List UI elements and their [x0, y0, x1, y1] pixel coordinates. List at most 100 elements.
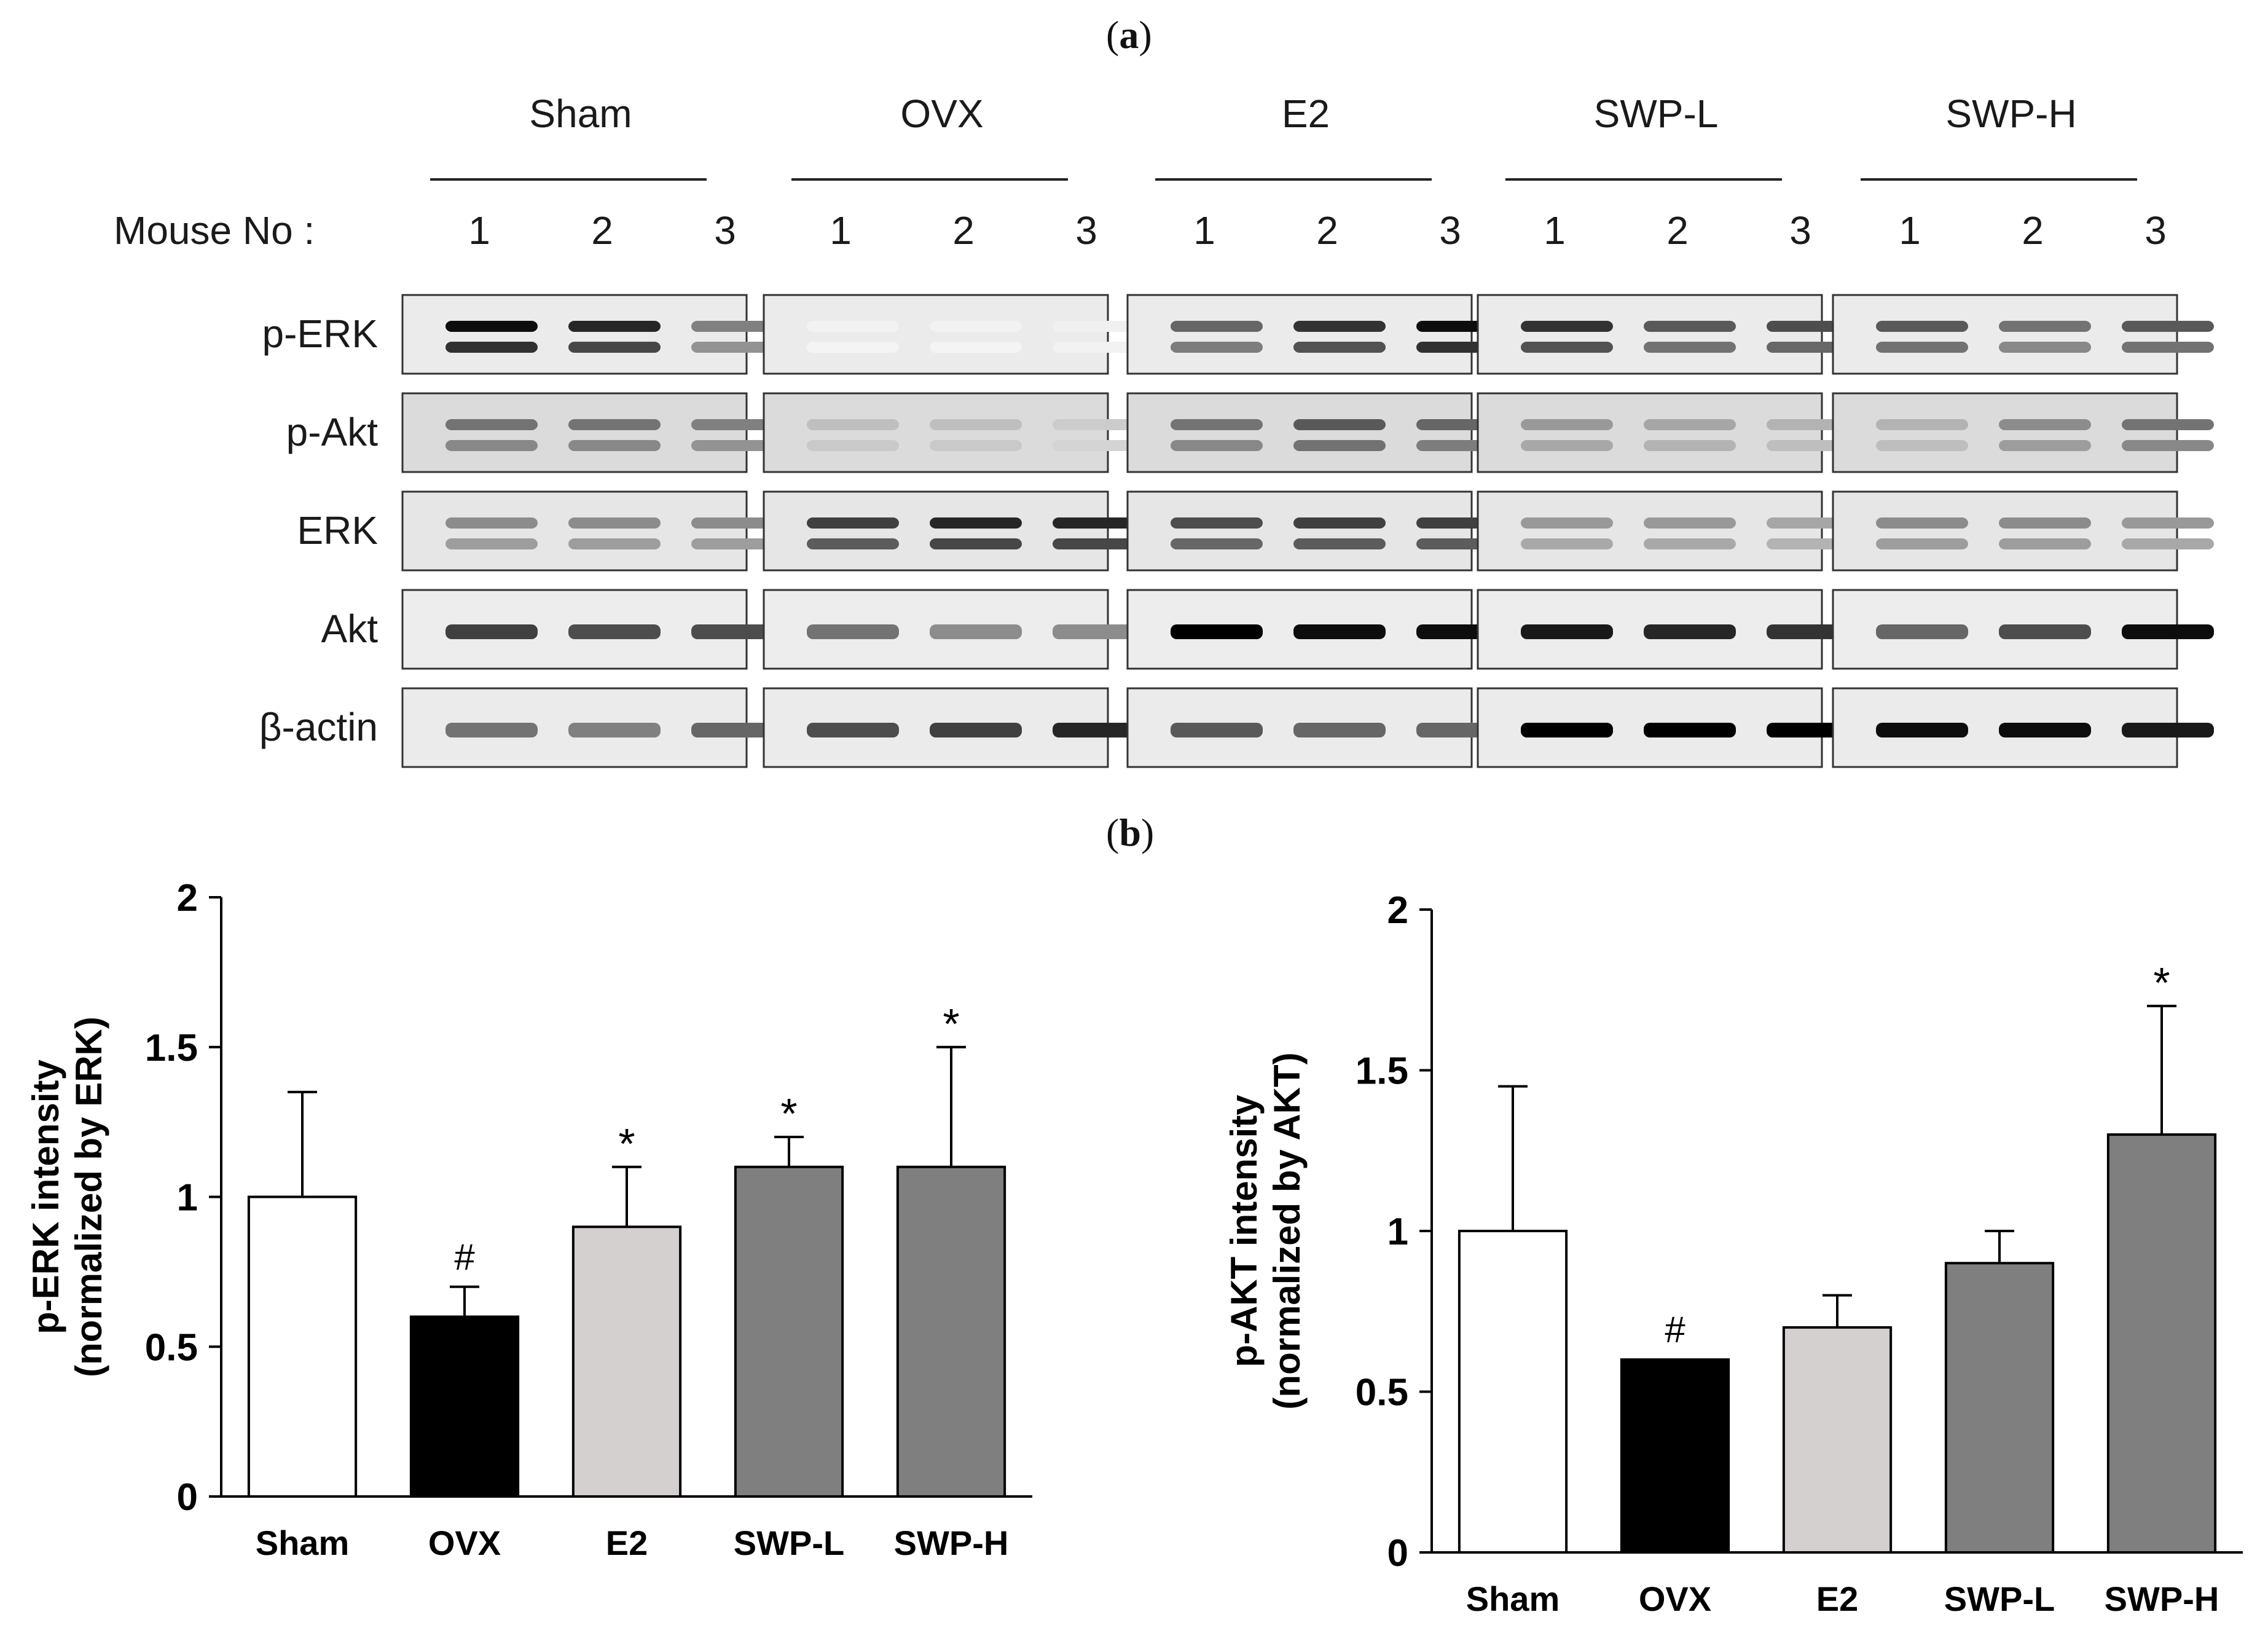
blot-band [2122, 440, 2214, 451]
blot-band [568, 321, 661, 332]
blot-band [1644, 440, 1736, 451]
group-label-swp-l: SWP-L [1593, 92, 1719, 136]
blot-band [691, 517, 783, 529]
blot-band [2122, 342, 2214, 353]
x-tick-label: SWP-L [1944, 1579, 2055, 1618]
blot-band [807, 342, 899, 353]
lane-number: 3 [1789, 208, 1811, 253]
lane-number: 3 [1439, 208, 1461, 253]
x-tick-label: Sham [256, 1524, 350, 1562]
blot-band [1876, 419, 1968, 430]
group-underline [430, 178, 707, 181]
blot-band [807, 624, 899, 639]
blot-band [568, 624, 661, 639]
perk-bar-chart: 0 0.5 1 1.5 2 p-ERK intensity (normalized by E… [25, 877, 1032, 1562]
blot-band [1053, 419, 1145, 430]
y-tick-label: 1 [1387, 1211, 1408, 1253]
blot-box [401, 392, 748, 473]
group-underline [1155, 178, 1432, 181]
blot-band [1171, 723, 1263, 737]
blot-box [1477, 294, 1823, 375]
bar-sham [247, 1195, 358, 1498]
blot-box [1477, 392, 1823, 473]
blot-band [691, 538, 783, 549]
blot-band [930, 723, 1022, 737]
blot-band [930, 342, 1022, 353]
bar-ovx [409, 1315, 520, 1498]
y-tick-label: 1 [177, 1177, 198, 1219]
blot-band [930, 517, 1022, 529]
blot-band [1171, 517, 1263, 529]
group-label-swp-h: SWP-H [1945, 92, 2077, 136]
x-tick-label: SWP-L [734, 1524, 844, 1562]
blot-band [1876, 723, 1968, 737]
blot-band [1521, 517, 1613, 529]
blot-band [445, 419, 538, 430]
lane-number: 3 [2144, 208, 2167, 253]
blot-band [1293, 440, 1386, 451]
blot-box [763, 294, 1109, 375]
y-tick-label: 1.5 [1356, 1050, 1408, 1093]
blot-band [1521, 419, 1613, 430]
lane-number: 1 [1544, 208, 1566, 253]
blot-band [930, 624, 1022, 639]
lane-number: 1 [1193, 208, 1215, 253]
y-axis-title: p-AKT intensity [1223, 1095, 1265, 1367]
blot-band [2122, 321, 2214, 332]
y-tick-label: 2 [1387, 889, 1408, 932]
significance-marker: * [618, 1120, 635, 1168]
blot-band [1293, 538, 1386, 549]
bar-sham [1458, 1230, 1568, 1554]
blot-band [1053, 321, 1145, 332]
blot-band [691, 723, 783, 737]
blot-band [1053, 538, 1145, 549]
blot-band [1053, 342, 1145, 353]
group-underline [1861, 178, 2137, 181]
blot-band [1999, 723, 2091, 737]
blot-box [401, 294, 748, 375]
blot-band [2122, 517, 2214, 529]
blot-band [1644, 342, 1736, 353]
lane-number: 1 [830, 208, 852, 253]
blot-band [445, 517, 538, 529]
blot-band [1171, 538, 1263, 549]
blot-band [1171, 440, 1263, 451]
blot-band [1999, 321, 2091, 332]
blot-band [807, 517, 899, 529]
blot-band [2122, 624, 2214, 639]
panel-b-label: (b) [1106, 811, 1155, 854]
blot-box [1832, 392, 2178, 473]
x-tick-label: SWP-H [2105, 1579, 2219, 1618]
blot-band [445, 723, 538, 737]
row-label-p-akt: p-Akt [286, 410, 378, 454]
blot-band [568, 419, 661, 430]
blot-band [445, 321, 538, 332]
group-label-e2: E2 [1281, 92, 1330, 136]
lane-number: 1 [468, 208, 490, 253]
blot-band [1876, 440, 1968, 451]
y-tick-label: 0.5 [145, 1326, 198, 1369]
blot-band [1644, 624, 1736, 639]
blot-band [1293, 321, 1386, 332]
blot-band [1521, 342, 1613, 353]
blot-band [1171, 321, 1263, 332]
y-axis-title: p-ERK intensity [25, 1060, 66, 1334]
bar-e2 [571, 1225, 682, 1498]
blot-band [930, 321, 1022, 332]
blot-band [1293, 723, 1386, 737]
mouse-number-label: Mouse No : [114, 208, 315, 253]
blot-band [1999, 440, 2091, 451]
blot-band [1999, 517, 2091, 529]
blot-band [568, 342, 661, 353]
blot-band [1053, 723, 1145, 737]
blot-band [691, 440, 783, 451]
blot-band [568, 440, 661, 451]
blot-band [2122, 723, 2214, 737]
blot-band [568, 723, 661, 737]
pakt-bar-chart: 0 0.5 1 1.5 2 p-AKT intensity (normalized by A… [1223, 889, 2243, 1618]
blot-band [2122, 419, 2214, 430]
row-label-β-actin: β-actin [259, 705, 378, 749]
blot-band [1521, 624, 1613, 639]
blot-band [807, 723, 899, 737]
significance-marker: * [780, 1090, 797, 1138]
